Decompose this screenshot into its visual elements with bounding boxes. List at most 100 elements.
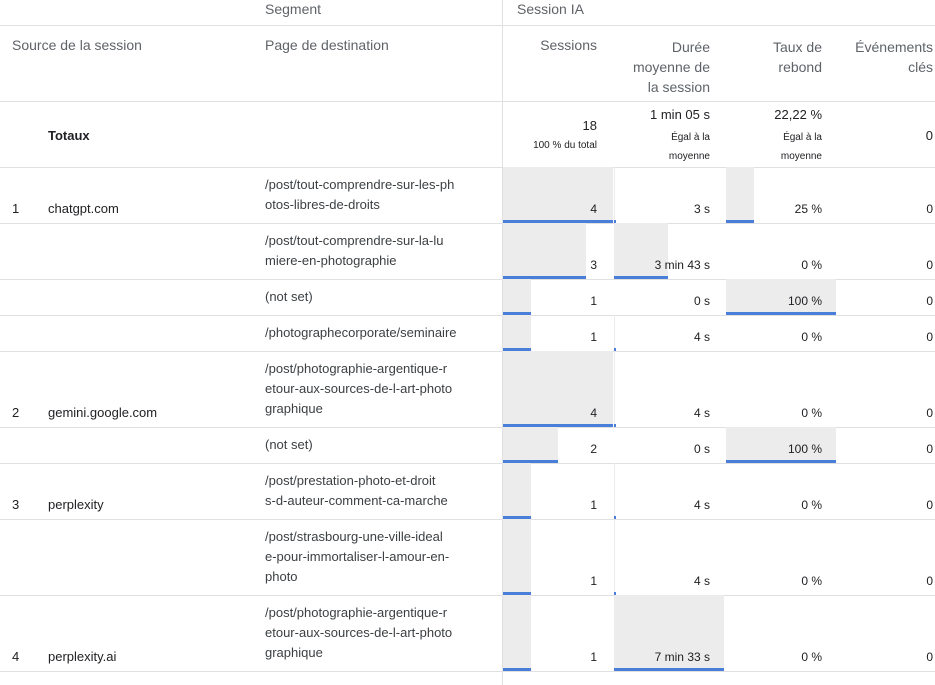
landing-page-line: graphique — [265, 401, 323, 416]
landing-page-line: photo — [265, 569, 298, 584]
row-landing-page[interactable]: (not set) — [265, 287, 495, 307]
totals-bounce: 22,22 % — [774, 107, 822, 122]
row-landing-page[interactable]: /post/photographie-argentique-r etour-aux… — [265, 603, 495, 663]
totals-sessions-sub: 100 % du total — [533, 140, 597, 151]
row-sessions: 1 — [590, 330, 597, 344]
totals-bounce-sub: Égal à la moyenne — [780, 132, 822, 162]
landing-page-line: etour-aux-sources-de-l-art-photo — [265, 625, 453, 640]
row-bounce: 0 % — [801, 258, 822, 272]
row-duration: 4 s — [693, 498, 710, 512]
col-header-page[interactable]: Page de destination — [265, 37, 389, 53]
duration-bar-fill — [614, 223, 668, 277]
row-events: 0 — [926, 294, 933, 308]
row-bounce: 0 % — [801, 574, 822, 588]
sessions-bar-fill — [503, 427, 558, 461]
row-events: 0 — [926, 650, 933, 664]
segment-divider — [502, 0, 503, 685]
row-sessions: 4 — [590, 202, 597, 216]
row-source[interactable]: chatgpt.com — [48, 201, 119, 216]
sessions-bar-fill — [503, 315, 531, 349]
bounce-bar-underline — [726, 312, 836, 315]
sessions-bar-underline — [503, 348, 531, 351]
row-bounce: 0 % — [801, 498, 822, 512]
col-header-sessions[interactable]: Sessions — [540, 37, 597, 53]
col-header-duration[interactable]: Durée moyenne de la session — [632, 39, 710, 95]
sessions-bar-fill — [503, 595, 531, 669]
row-bounce: 100 % — [787, 442, 822, 456]
totals-sessions: 18 — [582, 118, 597, 133]
row-landing-page[interactable]: /post/tout-comprendre-sur-la-lu miere-en-… — [265, 231, 495, 271]
totals-duration-sub: Égal à la moyenne — [668, 132, 710, 162]
bounce-bar-fill — [726, 167, 754, 221]
col-header-events[interactable]: Événements clés — [855, 39, 933, 75]
bounce-bar-fill — [726, 427, 836, 461]
duration-bar-underline — [614, 220, 616, 223]
sessions-bar-fill — [503, 463, 531, 517]
sessions-bar-fill — [503, 519, 531, 593]
row-landing-page[interactable]: /post/photographie-argentique-r etour-aux… — [265, 359, 495, 419]
landing-page-line: (not set) — [265, 289, 313, 304]
sessions-bar-fill — [503, 351, 613, 425]
sessions-bar-underline — [503, 592, 531, 595]
row-duration: 0 s — [693, 442, 710, 456]
row-landing-page[interactable]: /post/strasbourg-une-ville-ideal e-pour-i… — [265, 527, 495, 587]
sessions-bar-fill — [503, 279, 531, 313]
row-duration: 3 min 43 s — [654, 258, 710, 272]
row-landing-page[interactable]: /post/tout-comprendre-sur-les-ph otos-lib… — [265, 175, 495, 215]
row-events: 0 — [926, 442, 933, 456]
duration-bar-underline — [614, 516, 616, 519]
duration-bar-fill — [614, 595, 724, 669]
row-duration: 0 s — [693, 294, 710, 308]
row-duration: 4 s — [693, 330, 710, 344]
landing-page-line: /post/photographie-argentique-r — [265, 605, 448, 620]
row-source[interactable]: perplexity.ai — [48, 649, 117, 664]
row-duration: 4 s — [693, 574, 710, 588]
row-events: 0 — [926, 330, 933, 344]
landing-page-line: /post/tout-comprendre-sur-la-lu — [265, 233, 444, 248]
landing-page-line: /photographecorporate/seminaire — [265, 325, 457, 340]
totals-events: 0 — [925, 128, 933, 143]
landing-page-line: e-pour-immortaliser-l-amour-en- — [265, 549, 450, 564]
duration-bar-underline — [614, 668, 724, 671]
duration-bar-fill — [614, 351, 615, 425]
landing-page-line: etour-aux-sources-de-l-art-photo — [265, 381, 453, 396]
totals-duration: 1 min 05 s — [650, 107, 710, 122]
row-landing-page[interactable]: /post/prestation-photo-et-droit s-d-auteu… — [265, 471, 495, 511]
duration-bar-underline — [614, 348, 616, 351]
segment-label: Segment — [265, 1, 322, 17]
duration-bar-underline — [614, 276, 668, 279]
row-divider — [0, 351, 935, 352]
landing-page-line: /post/prestation-photo-et-droit — [265, 473, 436, 488]
row-sessions: 1 — [590, 574, 597, 588]
sessions-bar-underline — [503, 424, 613, 427]
totals-bottom-line — [0, 167, 935, 168]
row-bounce: 25 % — [794, 202, 822, 216]
col-header-bounce[interactable]: Taux de rebond — [772, 39, 822, 75]
sessions-bar-underline — [503, 668, 531, 671]
duration-bar-fill — [614, 463, 615, 517]
row-events: 0 — [926, 574, 933, 588]
row-divider — [0, 519, 935, 520]
row-index: 4 — [12, 649, 20, 664]
row-index: 1 — [12, 201, 20, 216]
duration-bar-fill — [614, 315, 615, 349]
col-header-source[interactable]: Source de la session — [12, 37, 142, 53]
duration-bar-underline — [614, 424, 616, 427]
row-divider — [0, 315, 935, 316]
row-source[interactable]: perplexity — [48, 497, 104, 512]
row-events: 0 — [926, 498, 933, 512]
sessions-bar-underline — [503, 276, 586, 279]
row-bounce: 0 % — [801, 650, 822, 664]
row-landing-page[interactable]: /photographecorporate/seminaire — [265, 323, 495, 343]
row-divider — [0, 223, 935, 224]
duration-bar-underline — [614, 592, 616, 595]
landing-page-line: s-d-auteur-comment-ca-marche — [265, 493, 448, 508]
sessions-bar-fill — [503, 167, 613, 221]
row-landing-page[interactable]: (not set) — [265, 435, 495, 455]
landing-page-line: /post/strasbourg-une-ville-ideal — [265, 529, 443, 544]
row-source[interactable]: gemini.google.com — [48, 405, 158, 420]
landing-page-line: miere-en-photographie — [265, 253, 397, 268]
landing-page-line: (not set) — [265, 437, 313, 452]
row-index: 2 — [12, 405, 20, 420]
row-duration: 4 s — [693, 406, 710, 420]
